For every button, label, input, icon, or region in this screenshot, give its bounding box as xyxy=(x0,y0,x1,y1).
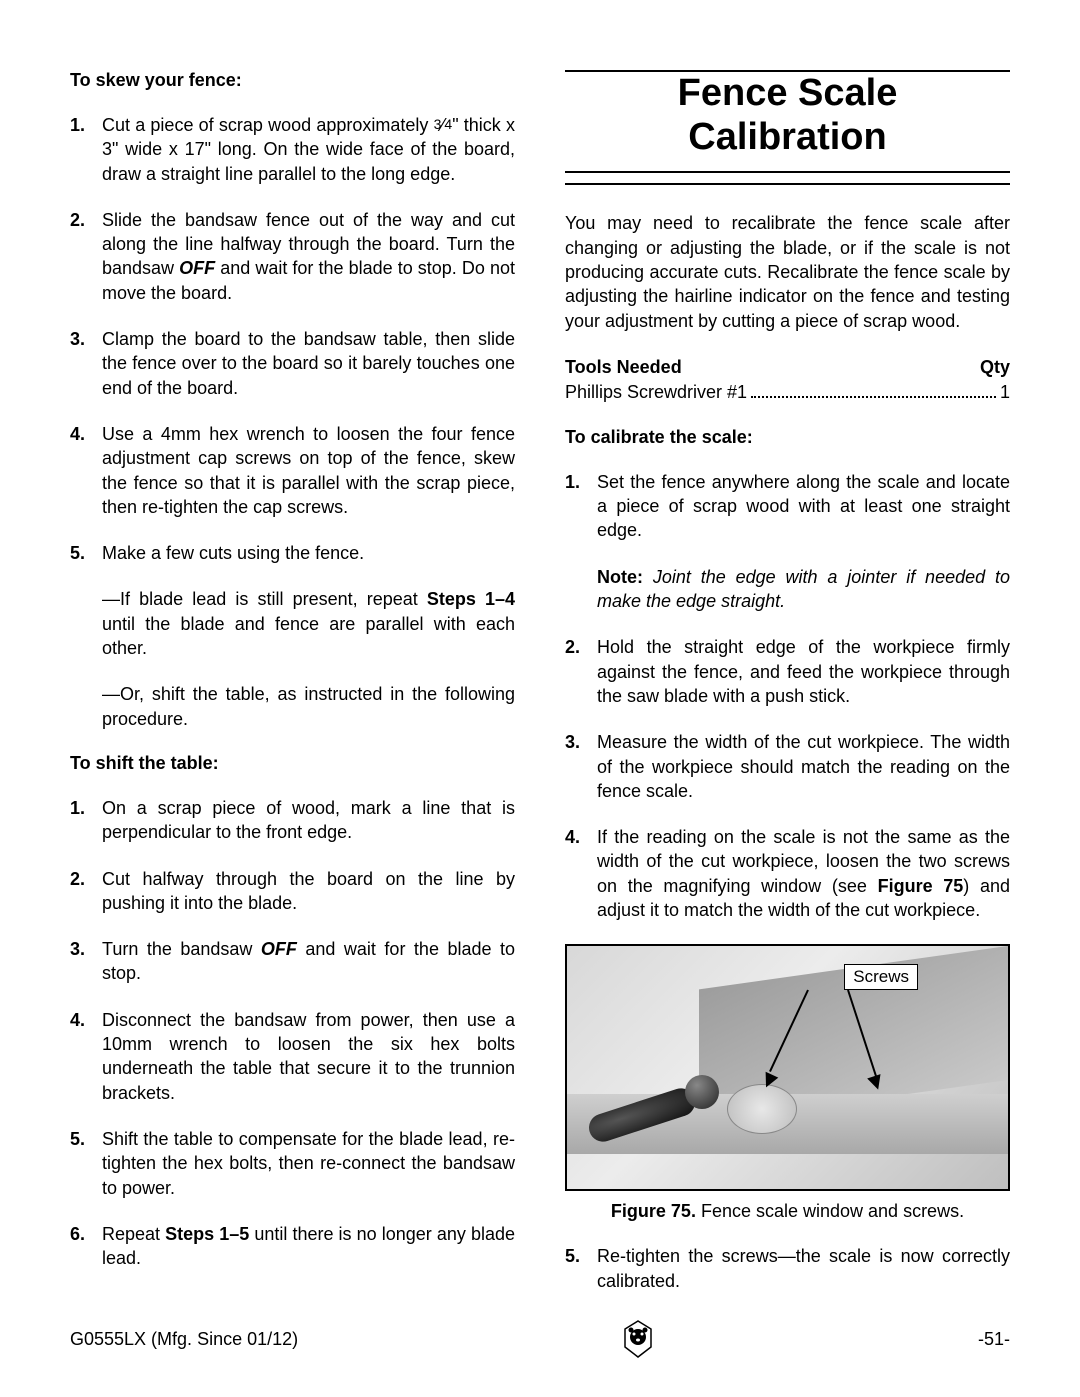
shift-step-3: Turn the bandsaw OFF and wait for the bl… xyxy=(70,937,515,986)
skew-step-1: Cut a piece of scrap wood approximately … xyxy=(70,113,515,186)
left-column: To skew your fence: Cut a piece of scrap… xyxy=(70,70,515,1315)
footer-model: G0555LX (Mfg. Since 01/12) xyxy=(70,1329,298,1350)
title-line-1: Fence Scale xyxy=(678,72,898,114)
cal-note-text: Joint the edge with a jointer if needed … xyxy=(597,567,1010,611)
footer-page-number: -51- xyxy=(978,1329,1010,1350)
title-line-2: Calibration xyxy=(688,116,886,158)
shift-step-6: Repeat Steps 1–5 until there is no longe… xyxy=(70,1222,515,1271)
skew-step-3: Clamp the board to the bandsaw table, th… xyxy=(70,327,515,400)
shift-heading: To shift the table: xyxy=(70,753,515,774)
cal-step-5: Re-tighten the screws—the scale is now c… xyxy=(565,1244,1010,1293)
calibrate-steps-list-cont: Re-tighten the screws—the scale is now c… xyxy=(565,1244,1010,1293)
cal-step-4: If the reading on the scale is not the s… xyxy=(565,825,1010,922)
shift-steps-list: On a scrap piece of wood, mark a line th… xyxy=(70,796,515,1270)
tools-needed-label: Tools Needed xyxy=(565,357,682,378)
skew-step-2: Slide the bandsaw fence out of the way a… xyxy=(70,208,515,305)
page-footer: G0555LX (Mfg. Since 01/12) -51- xyxy=(70,1319,1010,1359)
skew-heading: To skew your fence: xyxy=(70,70,515,91)
figure-magnifying-window xyxy=(727,1084,797,1134)
shift-step-1: On a scrap piece of wood, mark a line th… xyxy=(70,796,515,845)
shift-step-5: Shift the table to compensate for the bl… xyxy=(70,1127,515,1200)
qty-label: Qty xyxy=(980,357,1010,378)
figure-caption-bold: Figure 75. xyxy=(611,1201,696,1221)
skew-steps-list: Cut a piece of scrap wood approximately … xyxy=(70,113,515,731)
figure-screws-label: Screws xyxy=(844,964,918,990)
cal-step-1-note: Note: Joint the edge with a jointer if n… xyxy=(597,565,1010,614)
calibrate-heading: To calibrate the scale: xyxy=(565,427,1010,448)
cal-step-2: Hold the straight edge of the workpiece … xyxy=(565,635,1010,708)
tool-qty: 1 xyxy=(1000,382,1010,403)
tool-name: Phillips Screwdriver #1 xyxy=(565,382,747,403)
title-wrap: Fence Scale Calibration xyxy=(565,70,1010,185)
figure-caption: Figure 75. Fence scale window and screws… xyxy=(565,1201,1010,1222)
cal-step-3: Measure the width of the cut workpiece. … xyxy=(565,730,1010,803)
cal-step-1: Set the fence anywhere along the scale a… xyxy=(565,470,1010,613)
cal-step-1-text: Set the fence anywhere along the scale a… xyxy=(597,472,1010,541)
skew-step-5: Make a few cuts using the fence. —If bla… xyxy=(70,541,515,731)
skew-step-5-text: Make a few cuts using the fence. xyxy=(102,543,364,563)
skew-step-4: Use a 4mm hex wrench to loosen the four … xyxy=(70,422,515,519)
skew-sub-2: —Or, shift the table, as instructed in t… xyxy=(102,682,515,731)
tools-header-row: Tools Needed Qty xyxy=(565,357,1010,378)
tool-row: Phillips Screwdriver #1 1 xyxy=(565,382,1010,403)
dot-leader xyxy=(751,377,996,398)
section-title: Fence Scale Calibration xyxy=(565,70,1010,173)
page-columns: To skew your fence: Cut a piece of scrap… xyxy=(70,70,1010,1315)
right-column: Fence Scale Calibration You may need to … xyxy=(565,70,1010,1315)
calibrate-steps-list: Set the fence anywhere along the scale a… xyxy=(565,470,1010,922)
intro-paragraph: You may need to recalibrate the fence sc… xyxy=(565,211,1010,332)
skew-sub-1: —If blade lead is still present, repeat … xyxy=(102,587,515,660)
figure-caption-text: Fence scale window and screws. xyxy=(696,1201,964,1221)
figure-75-image: Screws xyxy=(565,944,1010,1191)
shift-step-2: Cut halfway through the board on the lin… xyxy=(70,867,515,916)
shift-step-4: Disconnect the bandsaw from power, then … xyxy=(70,1008,515,1105)
grizzly-logo-icon xyxy=(621,1319,655,1359)
